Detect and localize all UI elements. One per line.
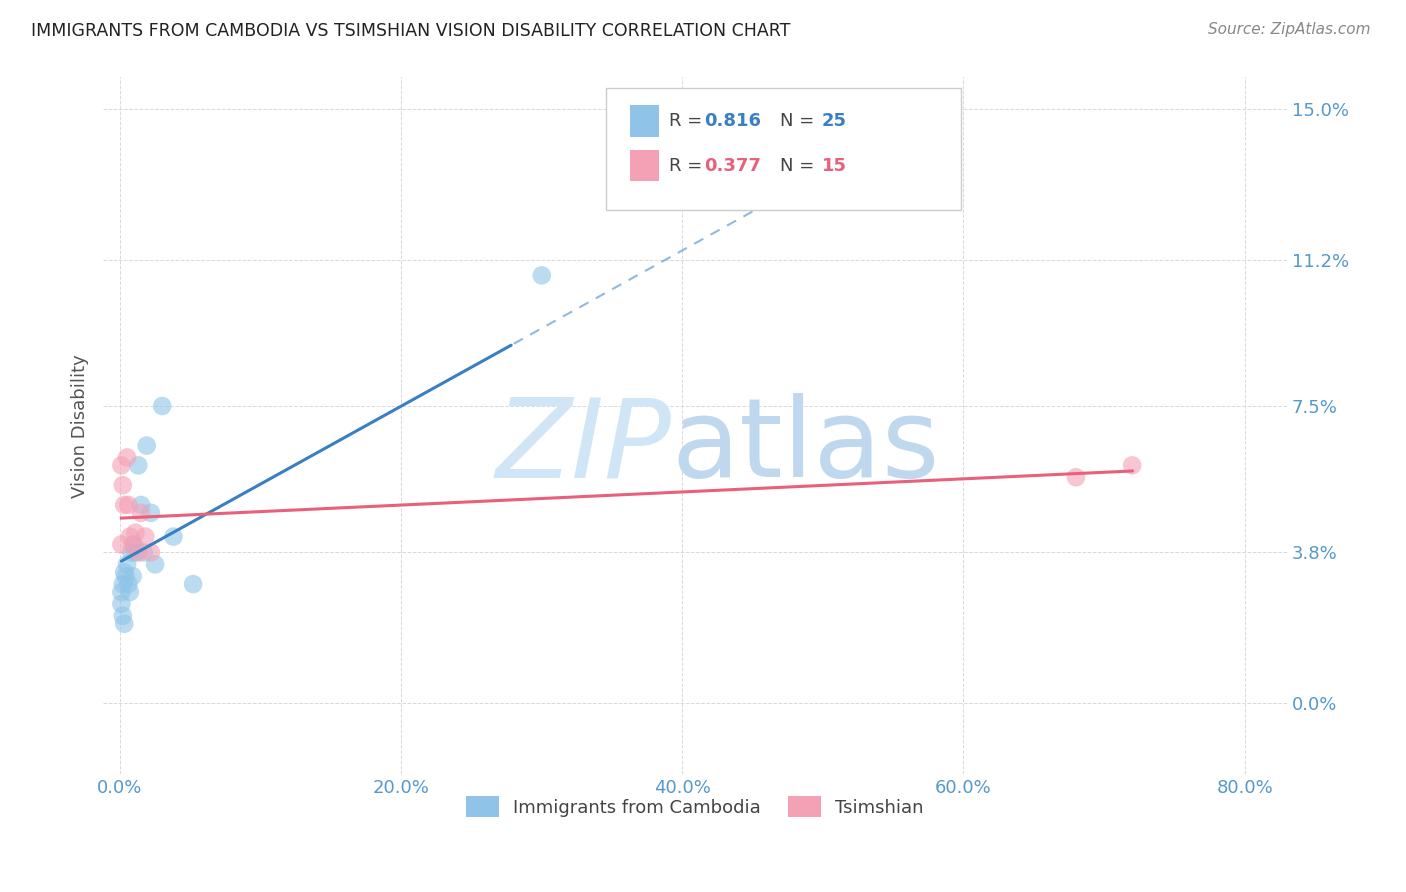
Point <box>110 537 132 551</box>
Point <box>135 439 157 453</box>
Point <box>530 268 553 283</box>
Text: 25: 25 <box>821 112 846 130</box>
Text: Source: ZipAtlas.com: Source: ZipAtlas.com <box>1208 22 1371 37</box>
Point <box>114 569 136 583</box>
Point <box>150 399 173 413</box>
Point <box>118 530 141 544</box>
Point <box>121 537 143 551</box>
Point <box>111 577 134 591</box>
Point <box>134 530 156 544</box>
Point <box>115 450 138 465</box>
Text: ZIP: ZIP <box>495 393 671 500</box>
Point <box>162 530 184 544</box>
Point <box>124 525 146 540</box>
FancyBboxPatch shape <box>606 88 962 210</box>
Point <box>143 558 166 572</box>
Text: 0.377: 0.377 <box>704 157 761 175</box>
Legend: Immigrants from Cambodia, Tsimshian: Immigrants from Cambodia, Tsimshian <box>460 789 931 824</box>
Text: atlas: atlas <box>671 393 939 500</box>
Point <box>1121 458 1143 473</box>
Text: R =: R = <box>669 112 709 130</box>
Point <box>129 498 152 512</box>
Point <box>117 498 139 512</box>
Text: 15: 15 <box>821 157 846 175</box>
Text: IMMIGRANTS FROM CAMBODIA VS TSIMSHIAN VISION DISABILITY CORRELATION CHART: IMMIGRANTS FROM CAMBODIA VS TSIMSHIAN VI… <box>31 22 790 40</box>
Point <box>132 545 155 559</box>
Point <box>139 506 162 520</box>
Point <box>1064 470 1087 484</box>
Text: R =: R = <box>669 157 709 175</box>
Point <box>111 608 134 623</box>
Text: 0.816: 0.816 <box>704 112 762 130</box>
Point <box>121 569 143 583</box>
Point <box>122 537 145 551</box>
Point <box>120 545 142 559</box>
Point <box>129 506 152 520</box>
Text: N =: N = <box>780 112 820 130</box>
Point <box>117 577 139 591</box>
Text: N =: N = <box>780 157 820 175</box>
Point <box>110 597 132 611</box>
Point <box>115 558 138 572</box>
Point <box>882 161 904 176</box>
Y-axis label: Vision Disability: Vision Disability <box>72 354 89 498</box>
Point <box>124 545 146 559</box>
Point <box>110 585 132 599</box>
Point <box>110 458 132 473</box>
Point <box>181 577 204 591</box>
Bar <box>630 105 659 136</box>
Point <box>127 458 149 473</box>
Point <box>112 566 135 580</box>
Bar <box>630 150 659 181</box>
Point <box>112 616 135 631</box>
Point <box>111 478 134 492</box>
Point <box>112 498 135 512</box>
Point <box>139 545 162 559</box>
Point <box>118 585 141 599</box>
Point <box>127 545 149 559</box>
